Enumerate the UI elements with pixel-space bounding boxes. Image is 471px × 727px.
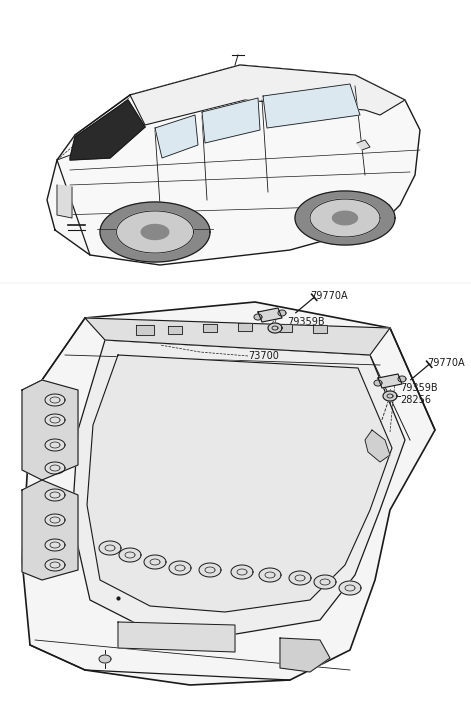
Polygon shape <box>45 394 65 406</box>
Polygon shape <box>116 211 194 253</box>
Polygon shape <box>45 514 65 526</box>
Polygon shape <box>295 191 395 245</box>
Polygon shape <box>339 581 361 595</box>
Polygon shape <box>85 318 390 355</box>
Polygon shape <box>259 568 281 582</box>
Polygon shape <box>45 539 65 551</box>
Polygon shape <box>22 480 78 580</box>
Polygon shape <box>136 325 154 335</box>
Polygon shape <box>155 115 198 158</box>
Polygon shape <box>199 563 221 577</box>
Polygon shape <box>203 324 217 332</box>
Polygon shape <box>365 430 390 462</box>
Polygon shape <box>278 310 286 316</box>
Polygon shape <box>45 462 65 474</box>
Polygon shape <box>398 376 406 382</box>
Polygon shape <box>47 65 420 265</box>
Polygon shape <box>57 185 72 218</box>
Polygon shape <box>202 98 260 143</box>
Polygon shape <box>99 655 111 663</box>
Polygon shape <box>310 199 380 237</box>
Polygon shape <box>22 380 78 480</box>
Polygon shape <box>314 575 336 589</box>
Polygon shape <box>45 489 65 501</box>
Polygon shape <box>238 323 252 331</box>
Polygon shape <box>141 225 169 239</box>
Polygon shape <box>45 559 65 571</box>
Polygon shape <box>72 340 405 635</box>
Polygon shape <box>144 555 166 569</box>
Polygon shape <box>258 308 282 322</box>
Polygon shape <box>278 324 292 332</box>
Polygon shape <box>254 314 262 320</box>
Polygon shape <box>70 100 145 160</box>
Polygon shape <box>169 561 191 575</box>
Polygon shape <box>263 84 360 128</box>
Text: 28256: 28256 <box>400 395 431 405</box>
Polygon shape <box>231 565 253 579</box>
Text: 73700: 73700 <box>248 351 279 361</box>
Text: 79770A: 79770A <box>427 358 464 368</box>
Text: 79359B: 79359B <box>287 317 325 327</box>
Polygon shape <box>100 202 210 262</box>
Polygon shape <box>357 140 370 150</box>
Polygon shape <box>45 439 65 451</box>
Polygon shape <box>168 326 182 334</box>
Text: 79770A: 79770A <box>310 291 348 301</box>
Polygon shape <box>280 638 330 672</box>
Polygon shape <box>289 571 311 585</box>
Polygon shape <box>333 212 357 225</box>
Polygon shape <box>45 414 65 426</box>
Polygon shape <box>130 65 405 125</box>
Polygon shape <box>268 323 282 333</box>
Polygon shape <box>99 541 121 555</box>
Polygon shape <box>383 391 397 401</box>
Polygon shape <box>313 325 327 333</box>
Text: 28256: 28256 <box>287 328 318 338</box>
Polygon shape <box>374 380 382 386</box>
Polygon shape <box>378 374 402 388</box>
Text: 79359B: 79359B <box>400 383 438 393</box>
Polygon shape <box>118 622 235 652</box>
Polygon shape <box>22 302 435 685</box>
Polygon shape <box>87 355 392 612</box>
Polygon shape <box>119 548 141 562</box>
